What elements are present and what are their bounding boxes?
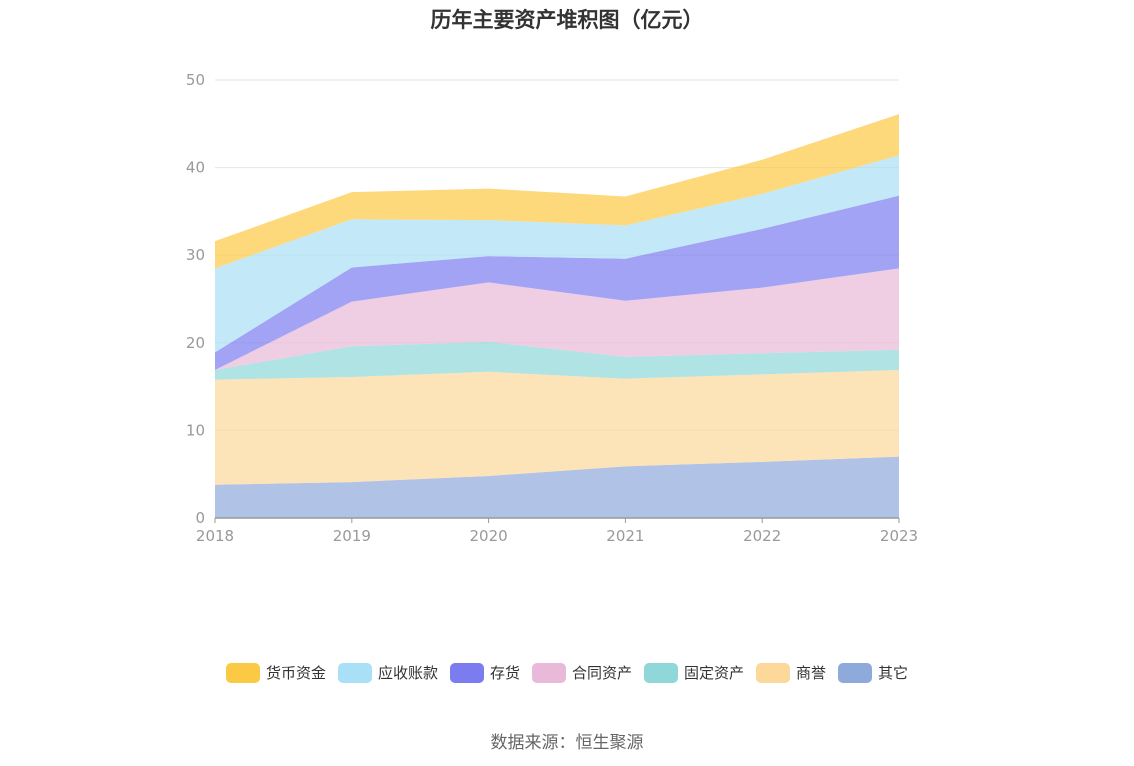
x-tick-label: 2020 — [470, 527, 508, 545]
legend-label: 货币资金 — [265, 664, 326, 682]
legend-label: 固定资产 — [684, 664, 745, 682]
legend-swatch — [337, 662, 372, 683]
legend-label: 其它 — [878, 664, 909, 682]
x-tick-label: 2018 — [196, 527, 234, 545]
legend-item[interactable]: 存货 — [449, 662, 520, 683]
y-tick-label: 30 — [186, 246, 205, 264]
area-series-1 — [215, 369, 899, 485]
legend-item[interactable]: 商誉 — [756, 662, 826, 683]
legend-label: 应收账款 — [377, 664, 438, 682]
x-tick-label: 2019 — [333, 527, 371, 545]
y-tick-label: 0 — [195, 509, 205, 527]
y-tick-label: 50 — [186, 71, 205, 89]
y-tick-label: 10 — [186, 421, 205, 439]
legend-swatch — [449, 662, 484, 683]
y-tick-label: 20 — [186, 334, 205, 352]
legend-label: 商誉 — [796, 664, 827, 682]
chart-title: 历年主要资产堆积图（亿元） — [430, 8, 704, 32]
area-series-0 — [215, 456, 899, 518]
x-tick-label: 2021 — [606, 527, 644, 545]
legend-item[interactable]: 其它 — [838, 662, 908, 683]
area-series-6 — [215, 114, 899, 269]
area-series-4 — [215, 195, 899, 370]
area-series-5 — [215, 155, 899, 353]
chart-legend: 货币资金 应收账款 存货 合同资产 固定资产 商誉 其它 — [0, 662, 1134, 683]
y-tick-label: 40 — [186, 159, 205, 177]
legend-item[interactable]: 应收账款 — [337, 662, 438, 683]
area-series-3 — [215, 268, 899, 370]
legend-label: 合同资产 — [571, 664, 632, 682]
x-tick-label: 2022 — [743, 527, 781, 545]
source-text: 数据来源：恒生聚源 — [490, 733, 644, 753]
legend-label: 存货 — [489, 664, 520, 682]
legend-item[interactable]: 货币资金 — [225, 662, 326, 683]
legend-swatch — [838, 662, 873, 683]
legend-swatch — [531, 662, 566, 683]
legend-swatch — [225, 662, 260, 683]
x-tick-label: 2023 — [880, 527, 918, 545]
legend-swatch — [644, 662, 678, 683]
area-series-2 — [215, 341, 899, 380]
legend-item[interactable]: 合同资产 — [531, 662, 632, 683]
legend-item[interactable]: 固定资产 — [644, 662, 744, 683]
legend-swatch — [756, 662, 791, 683]
